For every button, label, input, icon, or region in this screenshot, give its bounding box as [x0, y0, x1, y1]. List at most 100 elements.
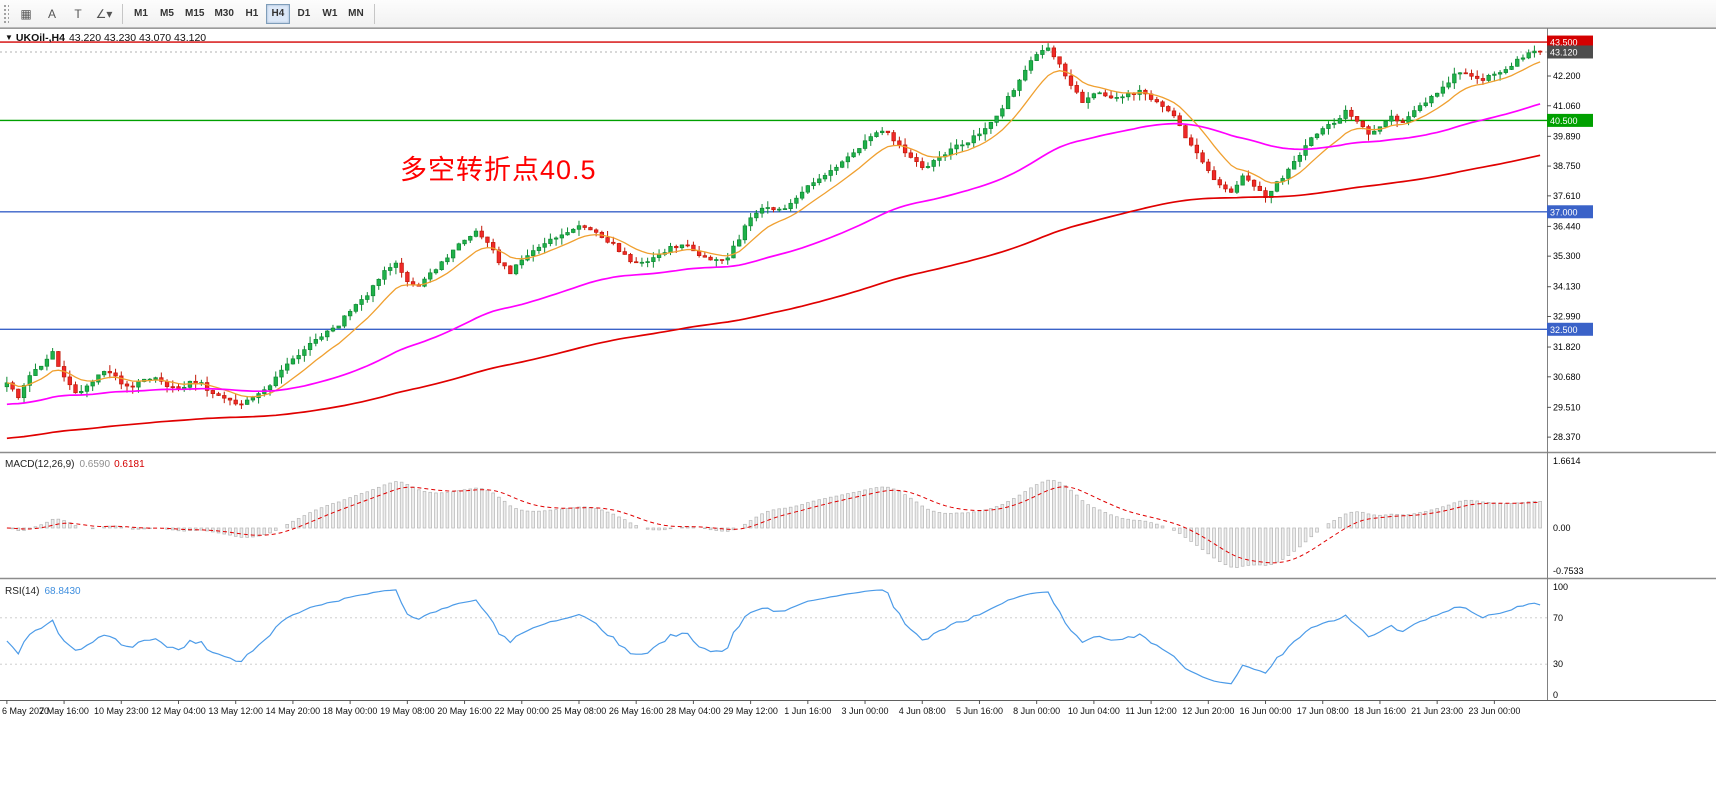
macd-histogram-bar — [331, 503, 335, 529]
candle — [1280, 175, 1285, 185]
macd-histogram-bar — [39, 524, 43, 529]
cursor-arrow-icon[interactable]: A — [47, 6, 56, 21]
timeframe-button-h1[interactable]: H1 — [245, 8, 259, 19]
candle — [296, 349, 301, 364]
macd-histogram-bar — [954, 512, 959, 529]
macd-histogram-bar — [1441, 506, 1445, 529]
price-axis[interactable]: 42.200 41.060 39.890 38.750 37.610 36.440 35.3… — [1547, 35, 1593, 443]
macd-histogram-bar — [474, 487, 478, 529]
macd-histogram-bar — [1080, 500, 1085, 529]
svg-text:40.500: 40.500 — [1550, 116, 1578, 126]
macd-histogram-bar — [1492, 502, 1497, 529]
candle — [1103, 89, 1108, 98]
macd-histogram-bar — [1143, 520, 1148, 529]
candle — [880, 127, 885, 136]
toolbar-drag-handle[interactable] — [3, 3, 9, 24]
candle — [1463, 68, 1468, 75]
candle — [1034, 51, 1039, 62]
macd-histogram-bar — [1069, 489, 1073, 529]
svg-text:37.000: 37.000 — [1550, 207, 1578, 217]
chart-canvas[interactable]: 42.200 41.060 39.890 38.750 37.610 36.440 35.3… — [0, 28, 1716, 791]
indicator-axis[interactable]: 1.6614 0.00 -0.7533 100 70 30 0 — [1553, 456, 1584, 700]
candle — [960, 140, 965, 152]
timeframe-button-w1[interactable]: W1 — [322, 8, 338, 19]
candles-layer — [4, 43, 1543, 409]
macd-histogram-bar — [823, 498, 827, 529]
timeframe-button-m5[interactable]: M5 — [160, 8, 174, 19]
timeframe-button-d1[interactable]: D1 — [297, 8, 311, 19]
candle — [519, 255, 524, 269]
angle-tool-icon[interactable]: ∠▾ — [95, 6, 113, 21]
candle — [1389, 109, 1394, 126]
candle — [656, 249, 662, 262]
macd-histogram-bar — [720, 527, 724, 532]
candle — [702, 252, 707, 258]
timeframe-button-m15[interactable]: M15 — [185, 8, 205, 19]
candle — [1080, 89, 1085, 103]
macd-histogram-bar — [382, 484, 387, 529]
macd-histogram-bar — [869, 488, 873, 529]
candle — [639, 257, 645, 267]
symbol-ohlc-values: 43.220 43.230 43.070 43.120 — [68, 32, 207, 44]
candle — [828, 164, 833, 182]
timeframe-button-mn[interactable]: MN — [348, 8, 364, 19]
macd-histogram-bar — [1326, 523, 1331, 529]
candle — [1229, 186, 1234, 193]
candle — [216, 391, 221, 396]
timeframe-button-h4[interactable]: H4 — [265, 3, 290, 24]
macd-histogram-bar — [834, 495, 839, 529]
candle — [645, 257, 650, 268]
price-tick-label: 38.750 — [1553, 161, 1581, 171]
candle — [994, 115, 999, 127]
candle — [1051, 45, 1056, 60]
candle — [1469, 69, 1474, 80]
timeframe-button-m30[interactable]: M30 — [214, 8, 234, 19]
candle — [1486, 73, 1491, 83]
candle — [1120, 94, 1125, 104]
macd-histogram-bar — [680, 526, 684, 529]
macd-histogram-bar — [846, 493, 850, 529]
macd-histogram-bar — [1504, 503, 1508, 529]
macd-histogram-bar — [565, 508, 570, 529]
candle — [204, 376, 210, 397]
macd-histogram-bar — [806, 502, 810, 529]
candle — [508, 265, 513, 275]
candle — [330, 324, 336, 333]
candle — [771, 206, 776, 213]
macd-histogram-bar — [359, 493, 364, 529]
time-axis-label: 11 Jun 12:00 — [1125, 706, 1176, 716]
macd-histogram-bar — [983, 509, 987, 529]
macd-histogram-bar — [451, 491, 455, 529]
timeframe-button-m1[interactable]: M1 — [134, 8, 148, 19]
candle — [302, 345, 307, 362]
candle — [1108, 90, 1114, 100]
candle — [737, 234, 742, 247]
macd-histogram-bar — [663, 527, 667, 531]
macd-histogram-bar — [1012, 498, 1016, 529]
macd-histogram-bar — [239, 527, 244, 538]
text-tool-icon[interactable]: T — [74, 6, 82, 21]
chart-text-annotation: 多空转折点40.5 — [400, 155, 597, 185]
macd-histogram-bar — [62, 520, 66, 529]
macd-main-value: 0.6590 — [79, 459, 111, 470]
candle — [479, 225, 484, 240]
chart-grid-icon[interactable]: ▦ — [20, 6, 32, 21]
macd-histogram-bar — [314, 509, 318, 529]
collapse-arrow-icon[interactable]: ▼ — [5, 33, 13, 42]
price-badge-43.120: 43.120 — [1547, 45, 1593, 59]
macd-histogram-bar — [1240, 527, 1245, 567]
macd-histogram-bar — [520, 509, 524, 529]
candle — [1200, 149, 1205, 164]
candle — [1057, 56, 1062, 68]
candle — [1240, 173, 1245, 186]
macd-histogram-bar — [1435, 508, 1439, 529]
macd-histogram-bar — [1355, 511, 1359, 529]
macd-histogram-bar — [388, 482, 392, 529]
rsi-scale-label: 70 — [1553, 613, 1563, 623]
price-badge-32.500: 32.500 — [1547, 322, 1593, 336]
ma-fast-line — [6, 61, 1541, 398]
candle — [1171, 107, 1177, 119]
candle — [868, 133, 873, 146]
candle — [759, 204, 765, 218]
